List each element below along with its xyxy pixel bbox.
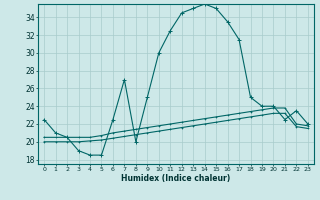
X-axis label: Humidex (Indice chaleur): Humidex (Indice chaleur): [121, 174, 231, 183]
